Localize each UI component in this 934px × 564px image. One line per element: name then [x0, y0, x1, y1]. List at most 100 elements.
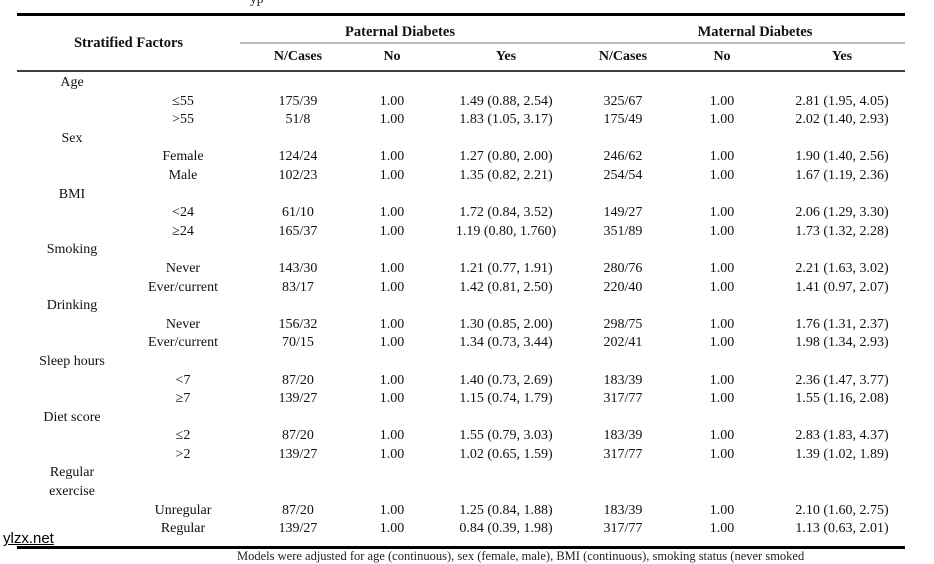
table-row: Regular 139/27 1.00 0.84 (0.39, 1.98) 317/77…	[17, 520, 905, 539]
cell-maternal-n-cases: 298/75	[603, 316, 643, 332]
cell-paternal-no: 1.00	[379, 112, 405, 128]
cell-paternal-no: 1.00	[379, 223, 405, 239]
cell-paternal-n-cases: 102/23	[278, 167, 318, 183]
factor-row: Sleep hours	[17, 353, 905, 372]
cell-maternal-n-cases: 183/39	[603, 502, 643, 518]
cell-paternal-n-cases: 87/20	[282, 428, 314, 444]
cell-maternal-n-cases: 317/77	[603, 446, 643, 462]
factor-label: Sleep hours	[39, 353, 105, 369]
cell-paternal-yes: 1.02 (0.65, 1.59)	[459, 446, 553, 462]
cell-paternal-yes: 1.40 (0.73, 2.69)	[459, 372, 553, 388]
cell-paternal-yes: 1.15 (0.74, 1.79)	[459, 391, 553, 407]
cell-paternal-n-cases: 87/20	[282, 372, 314, 388]
cell-maternal-no: 1.00	[709, 502, 735, 518]
cell-maternal-no: 1.00	[709, 93, 735, 109]
table-row: Ever/current 70/15 1.00 1.34 (0.73, 3.44) 20…	[17, 334, 905, 353]
group-header-underline	[240, 42, 905, 44]
table-row: ≥7 139/27 1.00 1.15 (0.74, 1.79) 317/77 1.00 1…	[17, 390, 905, 409]
subheader-paternal-no: No	[383, 49, 401, 64]
cell-paternal-n-cases: 175/39	[278, 93, 318, 109]
factor-label: BMI	[58, 186, 86, 202]
cell-maternal-no: 1.00	[709, 167, 735, 183]
table-row: <24 61/10 1.00 1.72 (0.84, 3.52) 149/27 1.00 2…	[17, 204, 905, 223]
level-label: Ever/current	[148, 335, 218, 351]
cell-paternal-no: 1.00	[379, 93, 405, 109]
cell-paternal-yes: 1.42 (0.81, 2.50)	[459, 279, 553, 295]
factor-row: Sex	[17, 130, 905, 149]
cell-paternal-yes: 1.34 (0.73, 3.44)	[459, 335, 553, 351]
cell-maternal-yes: 2.02 (1.40, 2.93)	[795, 112, 889, 128]
cell-paternal-n-cases: 165/37	[278, 223, 318, 239]
cell-paternal-n-cases: 83/17	[282, 279, 314, 295]
cell-paternal-yes: 1.35 (0.82, 2.21)	[459, 167, 553, 183]
cell-paternal-no: 1.00	[379, 205, 405, 221]
cell-maternal-yes: 1.55 (1.16, 2.08)	[795, 391, 889, 407]
cell-paternal-no: 1.00	[379, 372, 405, 388]
cell-paternal-n-cases: 156/32	[278, 316, 318, 332]
subheader-maternal-yes: Yes	[831, 49, 853, 64]
group-header-paternal-diabetes: Paternal Diabetes	[345, 24, 455, 40]
cell-maternal-no: 1.00	[709, 205, 735, 221]
cell-paternal-yes: 1.49 (0.88, 2.54)	[459, 93, 553, 109]
table-row: Male 102/23 1.00 1.35 (0.82, 2.21) 254/54 1.0…	[17, 167, 905, 186]
cell-maternal-n-cases: 325/67	[603, 93, 643, 109]
cell-paternal-yes: 1.30 (0.85, 2.00)	[459, 316, 553, 332]
cell-maternal-no: 1.00	[709, 521, 735, 537]
table-row: >2 139/27 1.00 1.02 (0.65, 1.59) 317/77 1.00 1…	[17, 446, 905, 465]
cell-maternal-yes: 1.13 (0.63, 2.01)	[795, 521, 889, 537]
cell-paternal-n-cases: 124/24	[278, 149, 318, 165]
subheader-paternal-yes: Yes	[495, 49, 517, 64]
factor-row: Regular	[17, 464, 905, 483]
cell-maternal-n-cases: 175/49	[603, 112, 643, 128]
level-label: ≤2	[175, 428, 191, 444]
factor-label: Diet score	[43, 409, 101, 425]
cell-paternal-no: 1.00	[379, 428, 405, 444]
factor-row: Smoking	[17, 241, 905, 260]
watermark: ylzx.net	[3, 530, 54, 547]
cell-paternal-yes: 1.72 (0.84, 3.52)	[459, 205, 553, 221]
cell-paternal-no: 1.00	[379, 521, 405, 537]
cell-maternal-no: 1.00	[709, 279, 735, 295]
cell-maternal-n-cases: 149/27	[603, 205, 643, 221]
table-row: Unregular 87/20 1.00 1.25 (0.84, 1.88) 183/3…	[17, 502, 905, 521]
table-row: ≤55 175/39 1.00 1.49 (0.88, 2.54) 325/67 1.00…	[17, 93, 905, 112]
cell-paternal-no: 1.00	[379, 391, 405, 407]
subheader-maternal-no: No	[713, 49, 731, 64]
cell-maternal-no: 1.00	[709, 335, 735, 351]
cell-paternal-n-cases: 143/30	[278, 260, 318, 276]
cell-paternal-n-cases: 61/10	[282, 205, 314, 221]
factor-row: Drinking	[17, 297, 905, 316]
table-row: ≥24 165/37 1.00 1.19 (0.80, 1.760) 351/89 1.0…	[17, 223, 905, 242]
factor-row: Age	[17, 74, 905, 93]
cell-maternal-yes: 1.76 (1.31, 2.37)	[795, 316, 889, 332]
level-label: Male	[168, 167, 198, 183]
cell-paternal-yes: 1.21 (0.77, 1.91)	[459, 260, 553, 276]
cell-paternal-yes: 1.19 (0.80, 1.760)	[455, 223, 557, 239]
clipped-caption-fragment: yp	[250, 0, 264, 7]
cell-maternal-n-cases: 183/39	[603, 428, 643, 444]
factor-label: Sex	[61, 130, 83, 146]
factor-label: Drinking	[46, 298, 98, 314]
cell-maternal-yes: 1.39 (1.02, 1.89)	[795, 446, 889, 462]
table-row: Never 143/30 1.00 1.21 (0.77, 1.91) 280/76 1.…	[17, 260, 905, 279]
cell-maternal-yes: 1.41 (0.97, 2.07)	[795, 279, 889, 295]
cell-paternal-n-cases: 87/20	[282, 502, 314, 518]
cell-maternal-n-cases: 317/77	[603, 521, 643, 537]
factor-row: BMI	[17, 186, 905, 205]
level-label: ≥24	[172, 223, 194, 239]
level-label: >55	[172, 112, 194, 128]
cell-paternal-no: 1.00	[379, 446, 405, 462]
cell-maternal-n-cases: 183/39	[603, 372, 643, 388]
group-header-maternal-diabetes: Maternal Diabetes	[697, 24, 813, 40]
level-label: <7	[175, 372, 191, 388]
factor-label: Age	[60, 75, 84, 90]
factor-row: Diet score	[17, 409, 905, 428]
level-label: Female	[162, 149, 204, 165]
cell-maternal-n-cases: 351/89	[603, 223, 643, 239]
cell-paternal-yes: 1.25 (0.84, 1.88)	[459, 502, 553, 518]
cell-maternal-yes: 2.21 (1.63, 3.02)	[795, 260, 889, 276]
level-label: >2	[175, 446, 191, 462]
level-label: Ever/current	[148, 279, 218, 295]
factor-row: exercise	[17, 483, 905, 502]
